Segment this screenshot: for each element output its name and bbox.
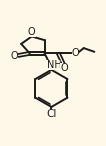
Text: O: O: [11, 51, 18, 60]
Text: O: O: [60, 63, 68, 73]
Text: O: O: [28, 27, 36, 37]
Text: Cl: Cl: [46, 109, 57, 119]
Text: NH: NH: [47, 60, 61, 70]
Text: O: O: [72, 48, 79, 58]
